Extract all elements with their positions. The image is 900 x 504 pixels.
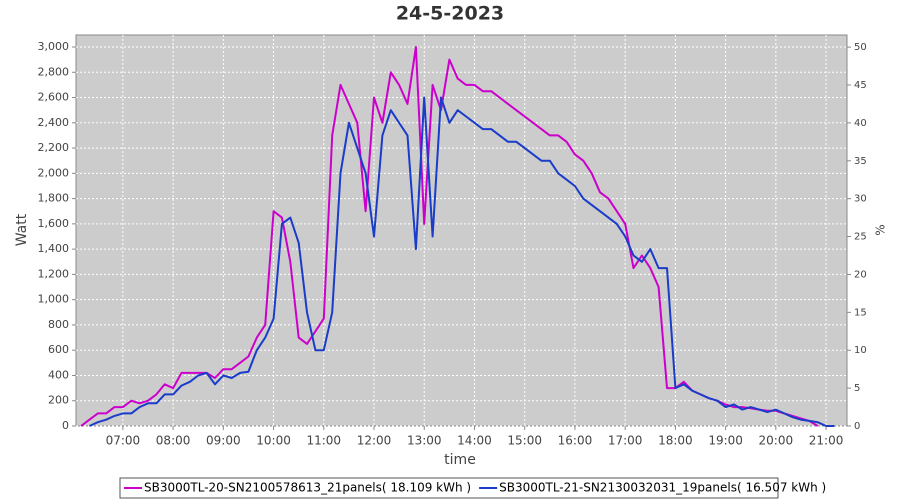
y-tick-label: 2,200 <box>38 141 70 154</box>
plot-area <box>75 34 848 427</box>
y2-tick-label: 30 <box>854 194 867 205</box>
y-tick-label: 2,000 <box>38 166 70 179</box>
y2-tick-label: 15 <box>854 307 867 318</box>
x-tick-label: 21:00 <box>809 434 844 448</box>
y-tick-label: 3,000 <box>38 40 70 53</box>
x-tick-label: 10:00 <box>256 434 291 448</box>
x-tick-label: 09:00 <box>206 434 241 448</box>
x-axis-label: time <box>444 452 476 468</box>
y-tick-label: 200 <box>48 394 69 407</box>
x-tick-label: 20:00 <box>759 434 794 448</box>
x-tick-label: 14:00 <box>457 434 492 448</box>
y2-tick-label: 10 <box>854 345 867 356</box>
y-tick-label: 1,200 <box>38 267 70 280</box>
y-tick-label: 1,400 <box>38 242 70 255</box>
legend-label: SB3000TL-21-SN2130032031_19panels( 16.50… <box>499 481 826 495</box>
x-tick-label: 08:00 <box>156 434 191 448</box>
y2-tick-label: 35 <box>854 156 867 167</box>
x-tick-label: 19:00 <box>708 434 743 448</box>
x-tick-label: 13:00 <box>407 434 442 448</box>
y2-tick-label: 20 <box>854 269 867 280</box>
x-tick-label: 15:00 <box>507 434 542 448</box>
y2-tick-label: 0 <box>854 421 860 432</box>
y-tick-label: 0 <box>62 419 69 432</box>
y2-axis-label: % <box>874 224 888 235</box>
y2-tick-label: 45 <box>854 80 867 91</box>
y-axis-label: Watt <box>14 213 30 246</box>
legend-label: SB3000TL-20-SN2100578613_21panels( 18.10… <box>144 481 471 495</box>
series-line <box>88 96 835 427</box>
x-tick-label: 12:00 <box>357 434 392 448</box>
y-tick-label: 600 <box>48 343 69 356</box>
x-tick-label: 18:00 <box>658 434 693 448</box>
y-tick-label: 2,400 <box>38 116 70 129</box>
x-tick-label: 07:00 <box>106 434 141 448</box>
y-tick-label: 2,600 <box>38 91 70 104</box>
y-tick-label: 1,600 <box>38 217 70 230</box>
x-tick-label: 16:00 <box>558 434 593 448</box>
y-tick-label: 2,800 <box>38 65 70 78</box>
y2-tick-label: 5 <box>854 383 860 394</box>
y2-tick-label: 40 <box>854 118 867 129</box>
y-tick-label: 400 <box>48 368 69 381</box>
x-tick-label: 17:00 <box>608 434 643 448</box>
legend <box>119 477 779 499</box>
x-tick-label: 11:00 <box>306 434 341 448</box>
chart-title: 24-5-2023 <box>396 3 504 25</box>
y2-tick-label: 50 <box>854 42 867 53</box>
y-tick-label: 1,800 <box>38 192 70 205</box>
y2-tick-label: 25 <box>854 232 867 243</box>
y-tick-label: 800 <box>48 318 69 331</box>
y-tick-label: 1,000 <box>38 293 70 306</box>
